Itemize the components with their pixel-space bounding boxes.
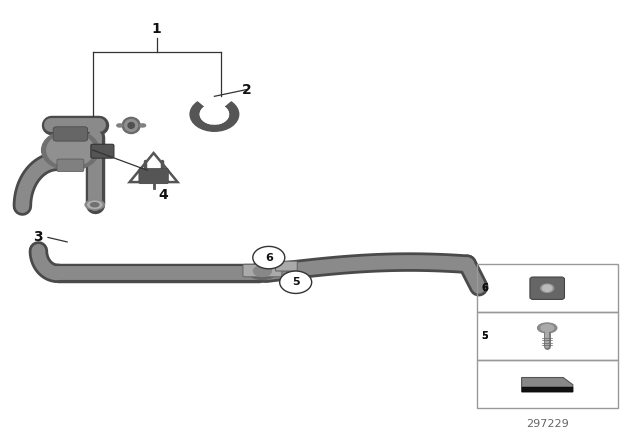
- Wedge shape: [200, 107, 228, 124]
- Text: 5: 5: [292, 277, 300, 287]
- Polygon shape: [522, 378, 573, 392]
- FancyBboxPatch shape: [91, 144, 114, 158]
- Bar: [522, 388, 573, 392]
- Ellipse shape: [541, 284, 554, 292]
- Ellipse shape: [117, 124, 123, 127]
- Text: 5: 5: [481, 331, 488, 341]
- Ellipse shape: [91, 202, 99, 207]
- Text: 2: 2: [241, 82, 252, 97]
- FancyBboxPatch shape: [275, 261, 298, 271]
- Circle shape: [42, 130, 99, 170]
- Wedge shape: [198, 96, 231, 114]
- Text: 6: 6: [265, 253, 273, 263]
- Bar: [477, 264, 618, 312]
- Text: 6: 6: [481, 283, 488, 293]
- FancyBboxPatch shape: [53, 127, 88, 141]
- FancyBboxPatch shape: [57, 159, 84, 172]
- Text: 3: 3: [33, 230, 44, 245]
- Ellipse shape: [140, 124, 145, 127]
- Text: 297229: 297229: [526, 419, 568, 429]
- FancyBboxPatch shape: [530, 277, 564, 299]
- Bar: [477, 312, 618, 360]
- Ellipse shape: [122, 117, 140, 134]
- Ellipse shape: [538, 323, 557, 333]
- Ellipse shape: [253, 266, 271, 276]
- Bar: [211, 124, 218, 131]
- Ellipse shape: [541, 324, 554, 332]
- Circle shape: [543, 285, 552, 291]
- Ellipse shape: [128, 123, 134, 128]
- Circle shape: [200, 104, 228, 124]
- Text: 4: 4: [158, 188, 168, 202]
- Circle shape: [190, 97, 239, 131]
- Ellipse shape: [85, 200, 104, 210]
- Text: 1: 1: [152, 22, 162, 36]
- Circle shape: [253, 246, 285, 269]
- Text: 5: 5: [481, 331, 488, 341]
- Ellipse shape: [88, 201, 102, 208]
- Circle shape: [47, 134, 94, 167]
- Ellipse shape: [125, 120, 138, 131]
- Circle shape: [280, 271, 312, 293]
- Text: 6: 6: [481, 283, 488, 293]
- Bar: [477, 360, 618, 408]
- Ellipse shape: [248, 263, 276, 280]
- FancyBboxPatch shape: [243, 264, 282, 277]
- FancyBboxPatch shape: [139, 168, 168, 184]
